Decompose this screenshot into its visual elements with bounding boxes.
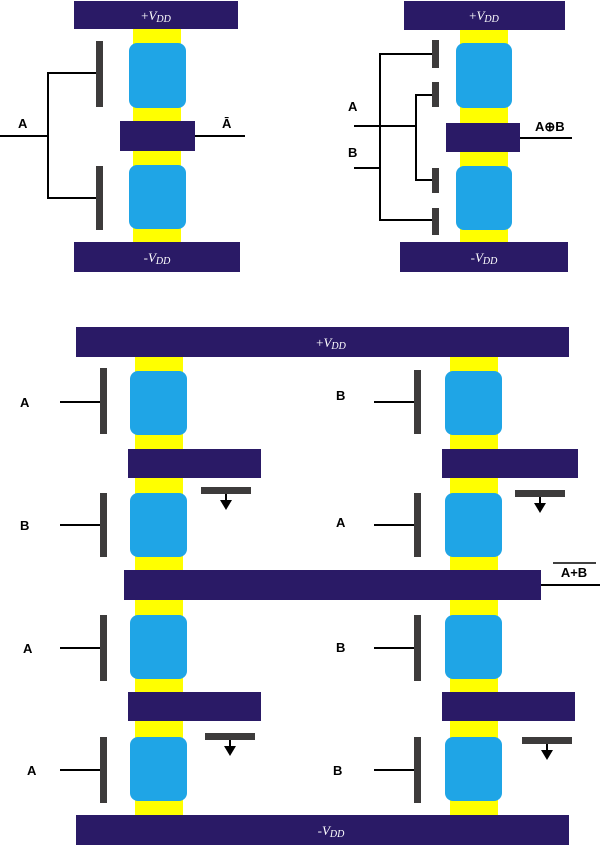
transistor-block (130, 371, 187, 435)
transistor-block (129, 165, 186, 229)
gate-electrode (414, 615, 421, 681)
node-left-upper (128, 449, 261, 478)
node-right-upper (442, 449, 578, 478)
rail-vdd-pos-label: +VDD (141, 8, 172, 25)
gate-electrode (96, 166, 103, 230)
gate-electrode (100, 368, 107, 434)
node-right-lower (442, 692, 575, 721)
gate-electrode (432, 168, 439, 193)
rail-vdd-pos (74, 1, 238, 29)
transistor-block (130, 615, 187, 679)
input-label: B (20, 518, 29, 533)
gate-electrode (414, 493, 421, 557)
rail-vdd-neg-label: -VDD (471, 250, 499, 267)
output-label: Ā (222, 116, 232, 131)
rail-vdd-neg (76, 815, 569, 845)
transistor-block (445, 737, 502, 801)
node-left-lower (128, 692, 261, 721)
rail-vdd-neg-label: -VDD (318, 823, 346, 840)
output-label: A+B (561, 565, 587, 580)
output-node (124, 570, 541, 600)
transistor-block (456, 166, 512, 230)
rail-vdd-neg (74, 242, 240, 272)
output-node (446, 123, 520, 152)
gate-wire (47, 72, 96, 199)
nor-gate: +VDD -VDD (20, 327, 600, 845)
gate-electrode (100, 493, 107, 557)
input-label: A (23, 641, 33, 656)
gate-wire-a-outer (379, 53, 432, 221)
input-label: B (336, 388, 345, 403)
not-gate: +VDD -VDD A Ā (0, 1, 245, 272)
rail-vdd-neg-label: -VDD (144, 250, 172, 267)
transistor-block (445, 615, 502, 679)
ground-symbol (522, 737, 572, 760)
rail-vdd-pos (76, 327, 569, 357)
gate-electrode (432, 82, 439, 107)
gate-wire-b-inner (415, 94, 432, 181)
rail-vdd-pos (404, 1, 565, 30)
transistor-block (456, 43, 512, 108)
ground-symbol (515, 490, 565, 513)
gate-electrode (432, 40, 439, 68)
input-label: A (336, 515, 346, 530)
input-label: B (336, 640, 345, 655)
gate-electrode (414, 370, 421, 434)
gate-electrode (96, 41, 103, 107)
transistor-block (129, 43, 186, 108)
rail-vdd-pos-label: +VDD (469, 8, 500, 25)
gate-electrode (414, 737, 421, 803)
transistor-block (445, 493, 502, 557)
gate-electrode (100, 615, 107, 681)
input-label: B (333, 763, 342, 778)
output-label: A⊕B (535, 119, 565, 134)
rail-vdd-pos-label: +VDD (316, 335, 347, 352)
input-label-a: A (348, 99, 358, 114)
rail-vdd-neg (400, 242, 568, 272)
ground-symbol (205, 733, 255, 756)
gate-electrode (432, 208, 439, 235)
transistor-block (445, 371, 502, 435)
input-label-b: B (348, 145, 357, 160)
input-label: A (27, 763, 37, 778)
transistor-block (130, 493, 187, 557)
transistor-block (130, 737, 187, 801)
gate-electrode (100, 737, 107, 803)
input-label: A (20, 395, 30, 410)
ground-symbol (201, 487, 251, 510)
input-label: A (18, 116, 28, 131)
output-node (120, 121, 195, 151)
xor-gate: +VDD -VDD A B A⊕B (348, 1, 572, 272)
